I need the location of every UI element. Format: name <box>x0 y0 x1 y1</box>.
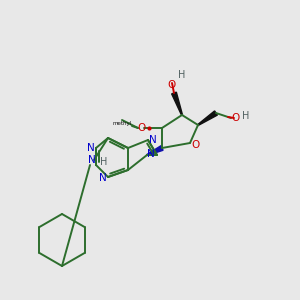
Text: N: N <box>87 143 95 153</box>
Text: N: N <box>99 173 107 183</box>
Text: N: N <box>149 135 157 145</box>
Text: H: H <box>100 157 108 167</box>
Text: H: H <box>178 70 186 80</box>
Text: O: O <box>168 80 176 90</box>
Text: O: O <box>138 123 146 133</box>
Polygon shape <box>147 146 163 155</box>
Text: methyl: methyl <box>112 121 132 125</box>
Text: N: N <box>88 155 96 165</box>
Text: O: O <box>192 140 200 150</box>
Text: O: O <box>232 113 240 123</box>
Polygon shape <box>198 111 218 125</box>
Text: N: N <box>147 149 155 159</box>
Text: H: H <box>242 111 250 121</box>
Polygon shape <box>172 92 182 115</box>
